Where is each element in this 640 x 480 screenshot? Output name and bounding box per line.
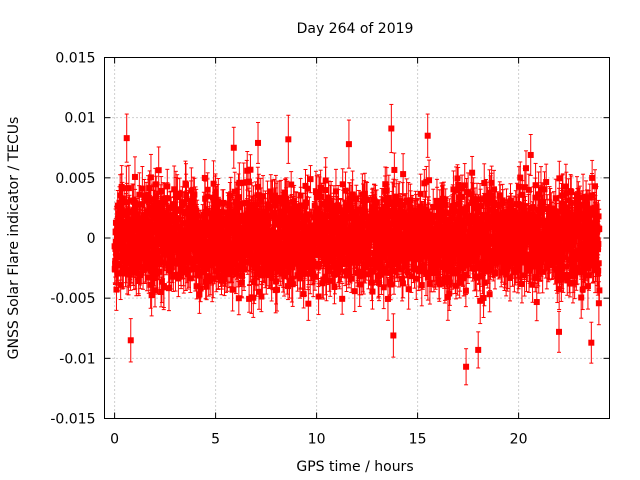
point-marker <box>255 184 261 190</box>
point-marker <box>126 185 132 191</box>
point-marker <box>147 185 153 191</box>
point-marker <box>250 295 256 301</box>
point-marker <box>247 167 253 173</box>
series-red <box>112 104 603 384</box>
chart-title: Day 264 of 2019 <box>297 21 414 37</box>
point-marker <box>246 179 252 185</box>
point-marker <box>235 194 241 200</box>
point-marker <box>202 175 208 181</box>
point-marker <box>132 174 138 180</box>
point-marker <box>274 287 280 293</box>
point-marker <box>156 167 162 173</box>
point-marker <box>136 278 142 284</box>
point-marker <box>205 187 211 193</box>
point-marker <box>215 198 221 204</box>
point-marker <box>148 174 154 180</box>
